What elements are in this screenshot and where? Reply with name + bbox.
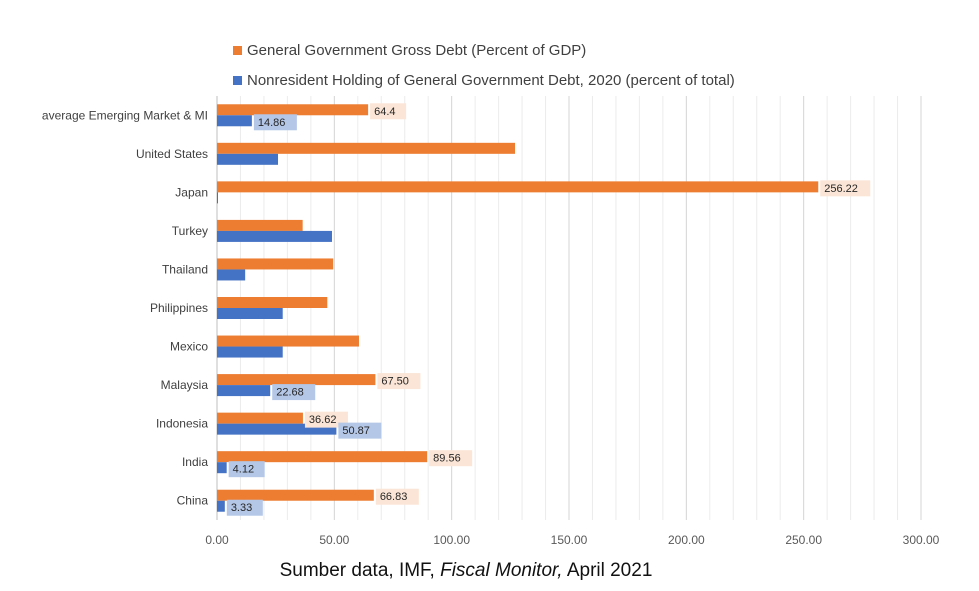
x-tick-label: 50.00 [319, 533, 349, 547]
legend-label-nonresident: Nonresident Holding of General Governmen… [247, 72, 735, 89]
bar-nonresident [217, 192, 218, 204]
bar-nonresident [217, 308, 283, 319]
bar-gross-debt [217, 258, 334, 270]
bar-nonresident [217, 153, 279, 165]
bar-gross-debt [217, 374, 376, 386]
bar-nonresident [217, 115, 252, 127]
category-labels: average Emerging Market & MI United State… [42, 108, 208, 507]
data-label-bg [370, 103, 407, 120]
category-label: Philippines [150, 301, 208, 315]
bar-gross-debt [217, 335, 359, 347]
bars [217, 104, 819, 512]
x-axis-ticks: 0.00 50.00 100.00 150.00 200.00 250.00 300.00 [205, 533, 939, 547]
legend-label-gross-debt: General Government Gross Debt (Percent o… [247, 42, 587, 59]
caption-italic: Fiscal Monitor, [440, 560, 563, 581]
category-label: Japan [175, 185, 208, 199]
bar-nonresident [217, 462, 227, 474]
bar-nonresident [217, 230, 332, 242]
data-label-bg [338, 422, 382, 439]
data-label: 256.22 [824, 183, 858, 195]
x-tick-label: 300.00 [903, 533, 940, 547]
bar-gross-debt [217, 489, 374, 501]
data-label: 89.56 [433, 453, 461, 465]
bar-nonresident [217, 346, 283, 358]
bar-nonresident [217, 500, 225, 512]
data-label: 50.87 [342, 425, 370, 437]
data-label: 4.12 [233, 464, 254, 476]
data-label-bg [375, 488, 419, 505]
x-tick-label: 200.00 [668, 533, 705, 547]
bar-gross-debt [217, 219, 303, 231]
data-label: 36.62 [309, 414, 337, 426]
category-label: India [182, 455, 208, 469]
data-labels: 64.4 14.86 256.22 67.50 22.68 36.62 50.87 89.56… [226, 103, 871, 516]
caption-prefix: Sumber data, IMF, [279, 560, 441, 581]
legend-item-gross-debt: General Government Gross Debt (Percent o… [233, 42, 586, 59]
x-tick-label: 250.00 [785, 533, 822, 547]
legend-item-nonresident: Nonresident Holding of General Governmen… [233, 72, 735, 89]
bar-gross-debt [217, 104, 369, 116]
category-label: China [177, 494, 209, 508]
data-label-bg [226, 499, 263, 516]
bar-gross-debt [217, 142, 516, 154]
data-label-bg [304, 411, 348, 428]
data-label: 67.50 [381, 376, 409, 388]
legend-swatch-orange [233, 46, 242, 55]
bar-nonresident [217, 423, 337, 435]
data-label-bg [429, 450, 473, 467]
data-label-bg [272, 384, 316, 401]
category-label: Mexico [170, 340, 208, 354]
data-label-bg [228, 461, 265, 478]
category-label: Malaysia [161, 378, 209, 392]
data-label: 3.33 [231, 502, 252, 514]
x-tick-label: 150.00 [551, 533, 588, 547]
data-label: 22.68 [276, 387, 304, 399]
source-caption: Sumber data, IMF, Fiscal Monitor, April … [0, 560, 932, 582]
data-label: 14.86 [258, 117, 286, 129]
legend-swatch-blue [233, 76, 242, 85]
bar-gross-debt [217, 451, 428, 463]
gridlines [216, 96, 922, 520]
category-label: average Emerging Market & MI [42, 108, 208, 122]
data-label-bg [377, 373, 421, 390]
bar-gross-debt [217, 297, 328, 308]
caption-suffix: April 2021 [562, 560, 653, 581]
category-label: Turkey [172, 224, 208, 238]
data-label-bg [253, 114, 297, 131]
bar-gross-debt [217, 412, 303, 424]
bar-nonresident [217, 269, 246, 281]
category-label: Indonesia [156, 417, 208, 431]
x-tick-label: 0.00 [205, 533, 229, 547]
x-tick-label: 100.00 [433, 533, 470, 547]
bar-nonresident [217, 385, 271, 397]
category-label: Thailand [162, 262, 208, 276]
data-label: 66.83 [380, 491, 408, 503]
data-label-bg [820, 180, 871, 197]
category-label: United States [136, 147, 208, 161]
data-label: 64.4 [374, 106, 395, 118]
bar-gross-debt [217, 181, 819, 193]
